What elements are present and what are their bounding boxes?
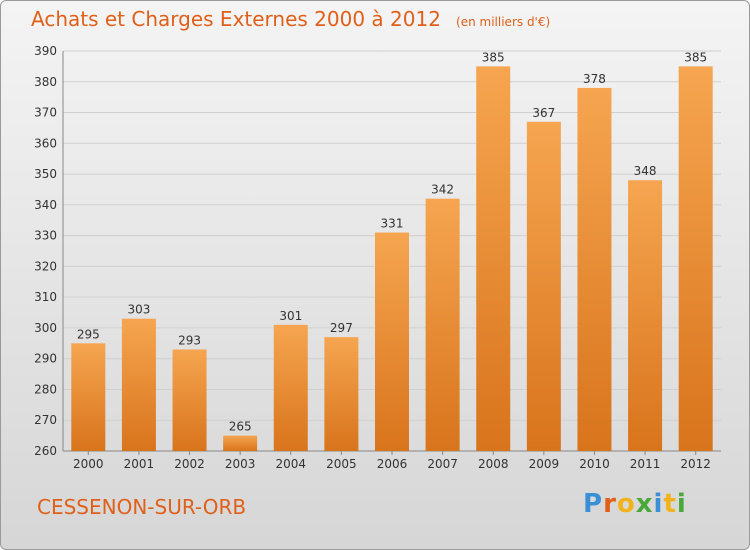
x-tick-label: 2004 <box>275 457 306 471</box>
x-tick-label: 2002 <box>174 457 205 471</box>
chart-subtitle: (en milliers d'€) <box>456 15 551 29</box>
data-label: 297 <box>330 321 353 335</box>
data-label: 342 <box>431 183 454 197</box>
logo-letter: x <box>635 489 654 519</box>
y-tick-label: 380 <box>34 75 57 89</box>
data-label: 265 <box>229 420 252 434</box>
bar-2009 <box>526 121 561 452</box>
y-tick-label: 270 <box>34 413 57 427</box>
bar-2001 <box>121 318 156 451</box>
place-name: CESSENON-SUR-ORB <box>37 495 247 519</box>
y-tick-label: 350 <box>34 167 57 181</box>
label-layer: 295 2000 303 2001 293 2002 265 2003 301 2004 297 20… <box>73 50 711 471</box>
data-label: 385 <box>684 50 707 64</box>
data-label: 385 <box>482 50 505 64</box>
data-label: 295 <box>77 327 100 341</box>
x-tick-label: 2009 <box>529 457 560 471</box>
bar-2010 <box>577 87 612 451</box>
bar-2007 <box>425 198 460 451</box>
x-tick-label: 2006 <box>377 457 408 471</box>
data-label: 293 <box>178 333 201 347</box>
y-tick-label: 370 <box>34 106 57 120</box>
data-label: 331 <box>381 217 404 231</box>
y-tick-label: 390 <box>34 44 57 58</box>
bar-layer <box>71 66 713 452</box>
data-label: 303 <box>127 303 150 317</box>
y-tick-label: 330 <box>34 229 57 243</box>
bar-2004 <box>273 324 308 451</box>
bar-2006 <box>375 232 409 451</box>
proxiti-logo: Proxiti <box>583 489 687 519</box>
x-tick-label: 2011 <box>630 457 661 471</box>
logo-letter: r <box>603 489 617 519</box>
bar-2012 <box>678 66 713 451</box>
bar-2008 <box>476 66 511 451</box>
x-tick-label: 2005 <box>326 457 357 471</box>
y-tick-label: 280 <box>34 382 57 396</box>
bar-2003 <box>223 435 258 451</box>
bar-2005 <box>324 337 359 451</box>
y-tick-label: 290 <box>34 352 57 366</box>
data-label: 367 <box>532 106 555 120</box>
x-tick-label: 2012 <box>680 457 711 471</box>
x-tick-label: 2000 <box>73 457 104 471</box>
chart-title: Achats et Charges Externes 2000 à 2012 <box>31 7 441 31</box>
y-tick-label: 300 <box>34 321 57 335</box>
bar-2011 <box>628 180 663 451</box>
logo-letter: i <box>676 489 687 519</box>
x-tick-label: 2007 <box>427 457 458 471</box>
data-label: 378 <box>583 72 606 86</box>
y-tick-label: 260 <box>34 444 57 458</box>
logo-letter: P <box>583 489 604 519</box>
axis-layer: 260 270 280 290 300 310 320 330 340 350 360 370 380 3… <box>34 44 721 458</box>
chart-header: Achats et Charges Externes 2000 à 2012 (… <box>31 7 550 31</box>
bar-2000 <box>71 343 106 451</box>
bar-2002 <box>172 349 207 451</box>
logo-letter: t <box>663 489 677 519</box>
x-tick-label: 2003 <box>225 457 256 471</box>
y-tick-label: 360 <box>34 136 57 150</box>
logo-letter: o <box>616 489 636 519</box>
data-label: 301 <box>279 309 302 323</box>
y-tick-label: 310 <box>34 290 57 304</box>
x-tick-label: 2010 <box>579 457 610 471</box>
y-tick-label: 320 <box>34 259 57 273</box>
logo-letter: i <box>653 489 664 519</box>
x-tick-label: 2008 <box>478 457 509 471</box>
x-tick-label: 2001 <box>124 457 155 471</box>
y-tick-label: 340 <box>34 198 57 212</box>
data-label: 348 <box>634 164 657 178</box>
